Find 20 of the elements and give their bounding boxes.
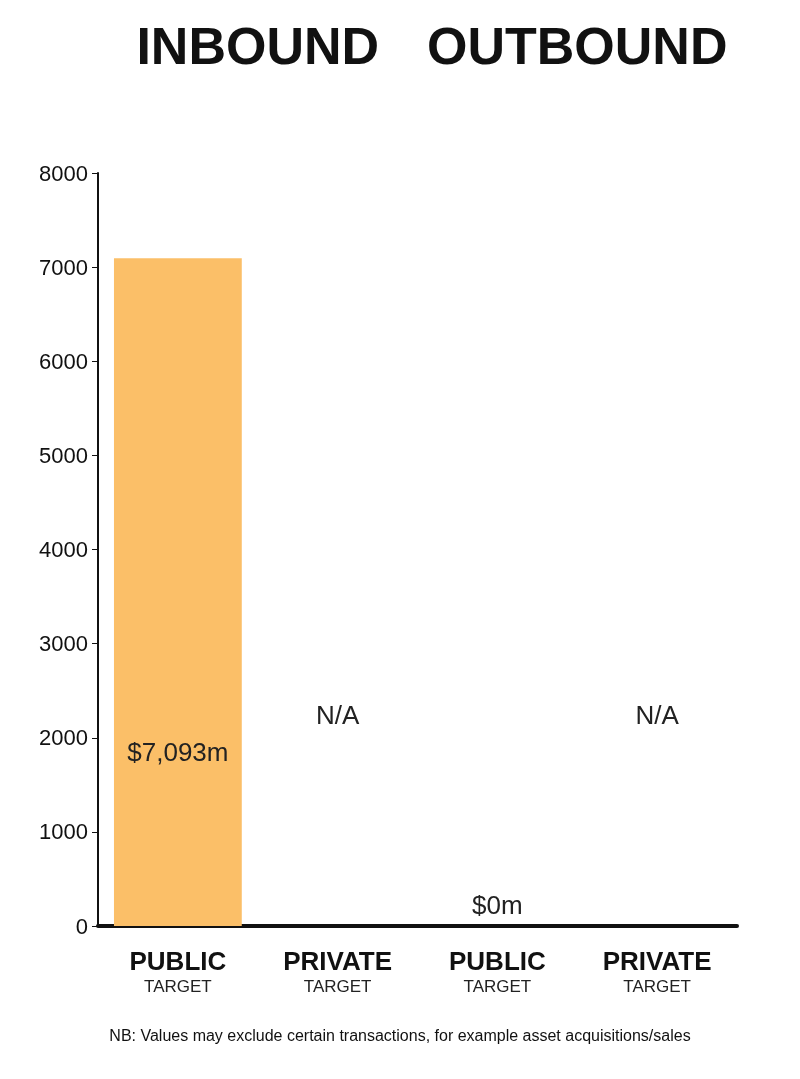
x-tick-label: PRIVATE TARGET xyxy=(283,946,393,996)
y-tick-label: 4000 xyxy=(39,537,88,562)
text: INBOUND xyxy=(136,17,380,75)
y-tick-label: 7000 xyxy=(39,254,88,280)
y-tick-label: 6000 xyxy=(39,348,88,374)
text: N/A xyxy=(635,700,679,731)
text: OUTBOUND xyxy=(427,17,728,75)
data-label: $7,093m xyxy=(127,737,229,768)
y-tick-label: 3000 xyxy=(39,631,88,657)
x-tick-label: PRIVATE TARGET xyxy=(602,946,712,996)
y-tick-label: 8000 xyxy=(39,160,88,186)
y-tick-label: 0 xyxy=(75,913,88,939)
text: N/A xyxy=(315,700,360,731)
y-tick-label: 5000 xyxy=(39,442,88,468)
x-tick-label: PUBLIC TARGET xyxy=(448,946,546,996)
y-tick-label: 1000 xyxy=(39,819,88,845)
data-label: $0m xyxy=(472,890,523,920)
x-tick-label: PUBLIC TARGET xyxy=(129,946,227,996)
text: NB: Values may exclude certain transactions, for example asset acquisitions/sales xyxy=(109,1026,691,1044)
y-tick-label: 2000 xyxy=(39,725,88,751)
